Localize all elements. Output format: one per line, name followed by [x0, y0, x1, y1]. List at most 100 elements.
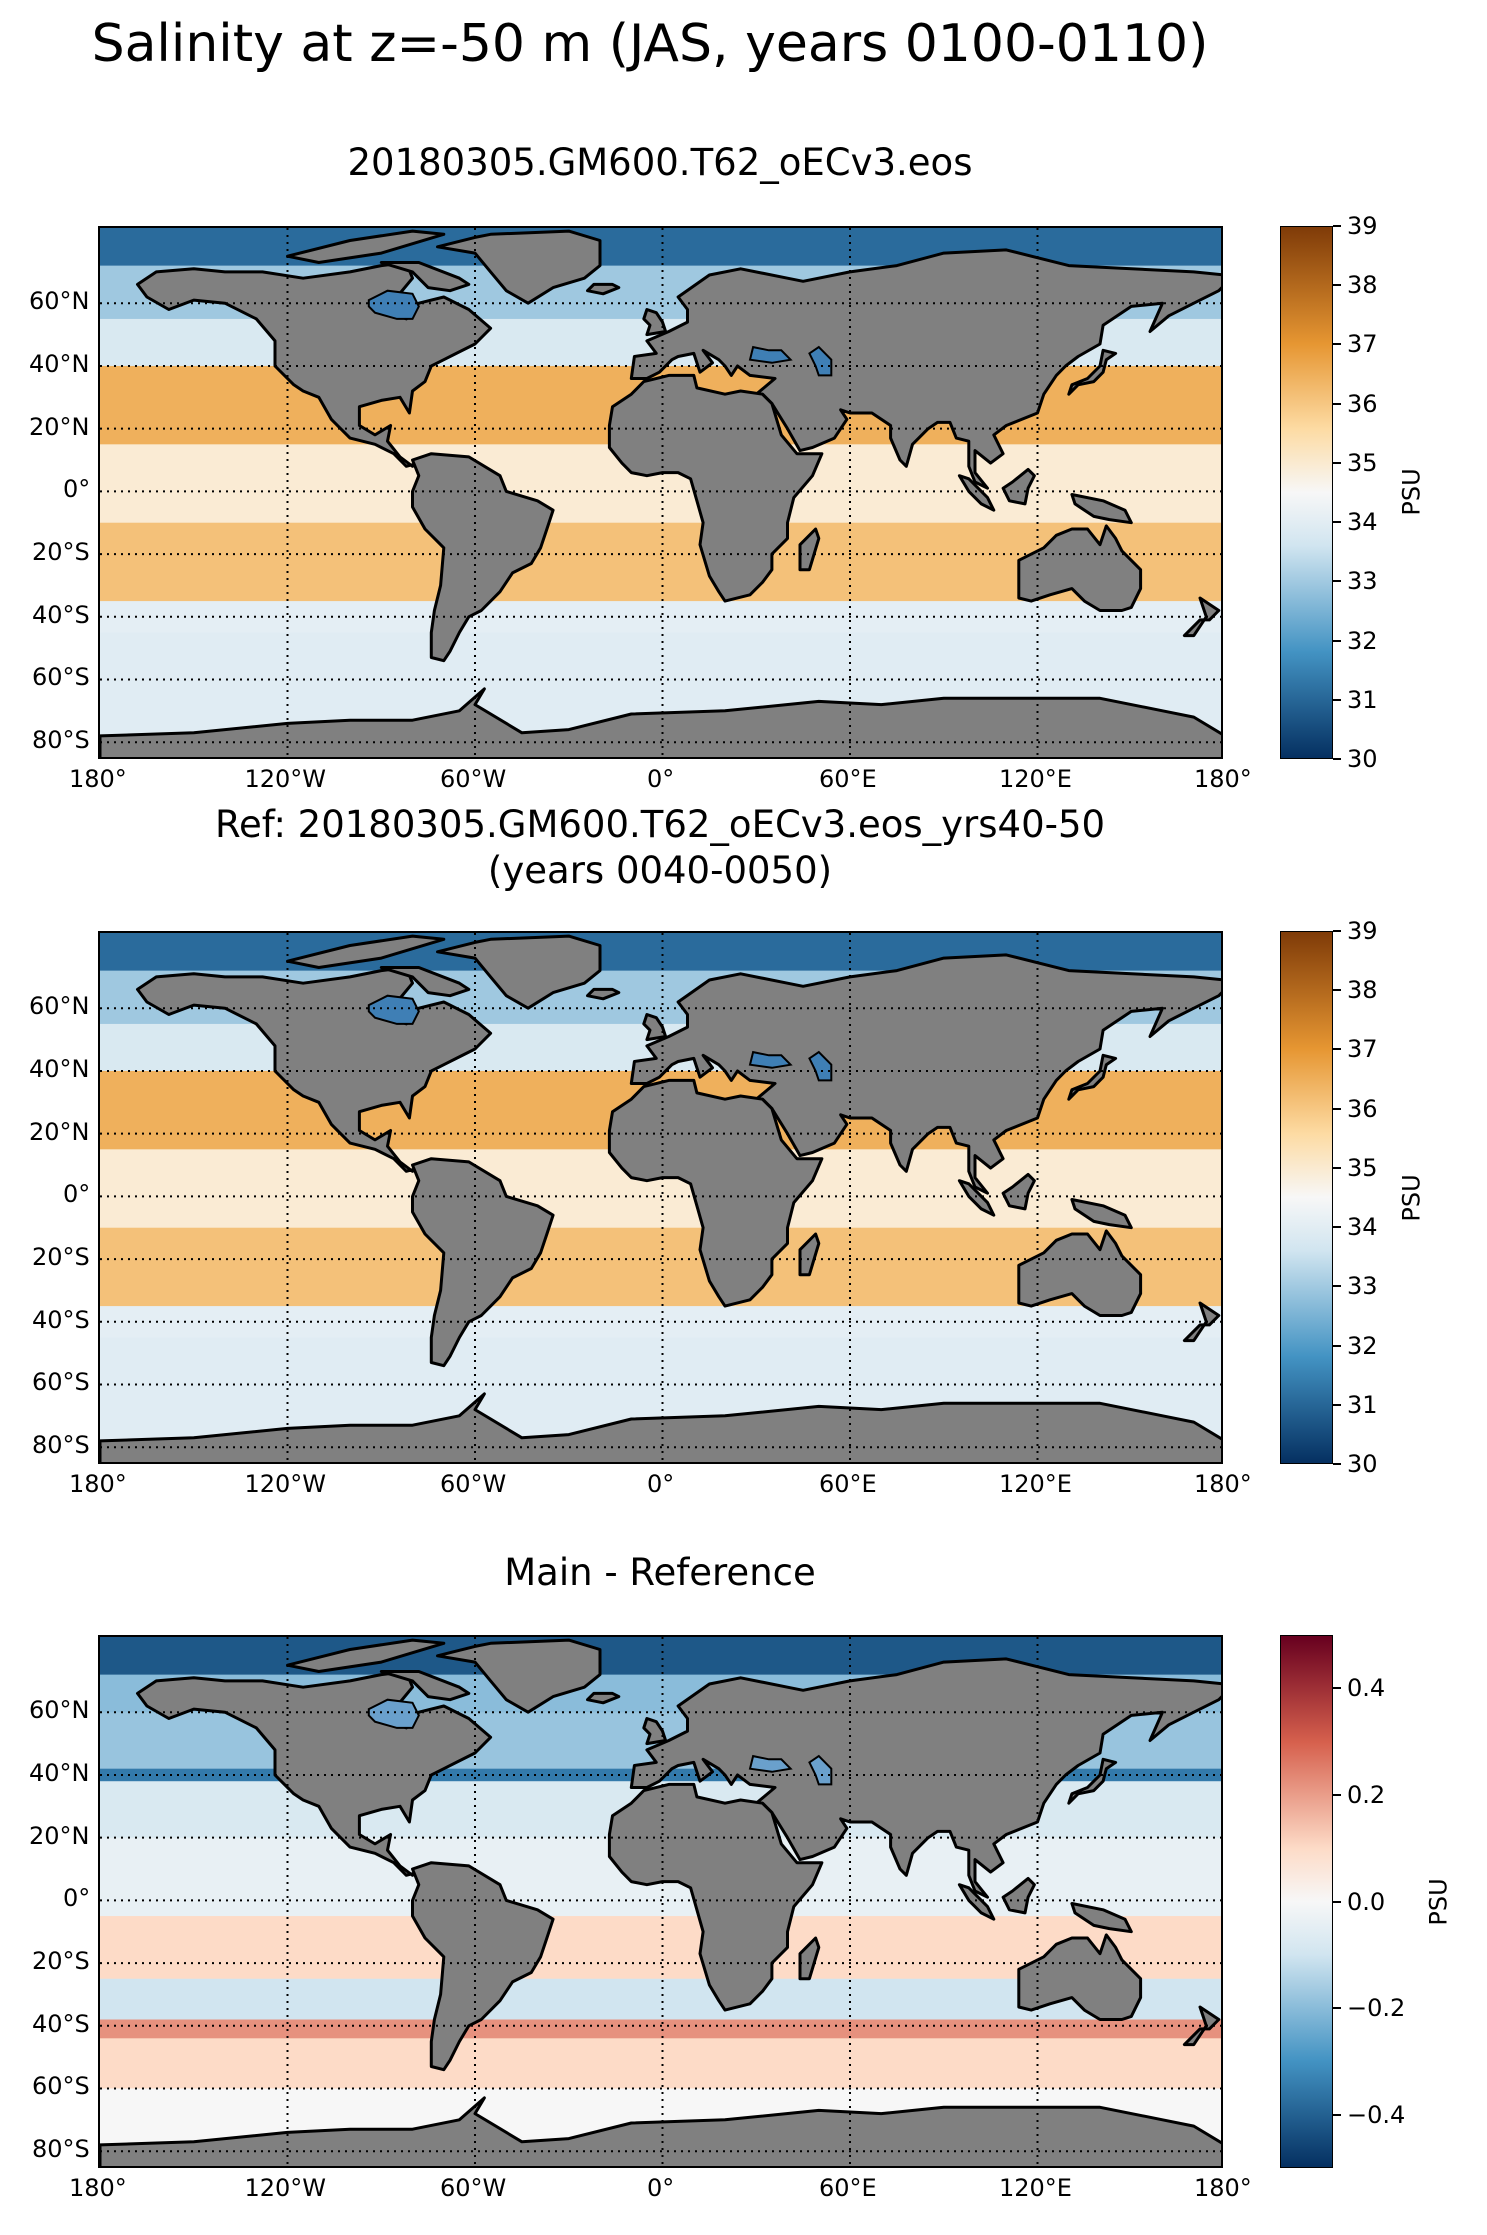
lat-tick-label: 40°S — [32, 600, 90, 629]
land-borneo — [1001, 467, 1036, 506]
colorbar-tick — [1333, 698, 1341, 701]
colorbar-tick — [1333, 2113, 1341, 2116]
land-antarctica — [100, 687, 1221, 757]
land-japan — [1067, 1757, 1118, 1805]
panel-2-map — [98, 931, 1223, 1464]
lat-tick-label: 60°S — [32, 2072, 90, 2101]
colorbar-tick-label: 0.2 — [1347, 1780, 1386, 1809]
lon-tick-label: 60°W — [440, 1470, 507, 1498]
colorbar-tick-label: 38 — [1347, 271, 1378, 300]
land-madagascar — [798, 1232, 821, 1277]
lat-tick-label: 80°S — [32, 726, 90, 755]
water-black-sea — [748, 345, 793, 364]
colorbar-tick — [1333, 1226, 1341, 1229]
colorbar-tick — [1333, 1285, 1341, 1288]
land-iceland — [586, 282, 621, 296]
panel-3-colorbar — [1280, 1635, 1333, 2168]
lat-tick-label: 80°S — [32, 2135, 90, 2164]
water-hudson-bay — [367, 994, 420, 1025]
colorbar-tick-label: 39 — [1347, 917, 1378, 945]
land-eurasia — [629, 1657, 1221, 1899]
land-antarctica — [100, 1392, 1221, 1462]
lon-tick-label: 60°E — [819, 1470, 877, 1498]
figure-title: Salinity at z=-50 m (JAS, years 0100-011… — [91, 14, 1209, 74]
colorbar-tick-label: 30 — [1347, 1450, 1378, 1478]
colorbar-tick — [1333, 225, 1341, 227]
panel-1-title: 20180305.GM600.T62_oECv3.eos — [347, 141, 973, 184]
land-borneo — [1001, 1172, 1036, 1211]
colorbar-tick — [1333, 1793, 1341, 1796]
colorbar-tick-label: 31 — [1347, 1390, 1378, 1419]
lon-tick-label: 180° — [69, 1470, 127, 1498]
colorbar-tick — [1333, 2007, 1341, 2010]
land-baffin — [379, 261, 471, 293]
colorbar-tick-label: 37 — [1347, 330, 1378, 359]
colorbar-tick — [1333, 758, 1341, 760]
land-south-america — [411, 1157, 555, 1368]
lat-tick-label: 40°N — [29, 1758, 90, 1787]
lon-tick-label: 0° — [647, 1470, 675, 1498]
lat-tick-label: 0° — [63, 1180, 91, 1209]
lon-tick-label: 120°W — [244, 765, 327, 793]
land-new-guinea — [1070, 493, 1133, 525]
land-australia — [1017, 1933, 1143, 2021]
lat-tick-label: 0° — [63, 475, 91, 504]
land-arctic-islands — [286, 1638, 446, 1673]
lat-tick-label: 60°N — [29, 287, 90, 316]
lon-tick-label: 120°W — [244, 1470, 327, 1498]
colorbar-tick-label: 37 — [1347, 1035, 1378, 1064]
colorbar-tick — [1333, 1166, 1341, 1169]
lat-tick-label: 20°S — [32, 538, 90, 567]
land-south-america — [411, 452, 555, 663]
lat-tick-label: 80°S — [32, 1431, 90, 1460]
colorbar-tick-label: 31 — [1347, 685, 1378, 714]
lon-tick-label: 180° — [1194, 1470, 1252, 1498]
colorbar-tick — [1333, 1463, 1341, 1465]
lon-tick-label: 60°E — [819, 765, 877, 793]
land-new-guinea — [1070, 1902, 1133, 1934]
land-antarctica — [100, 2096, 1221, 2166]
lon-tick-label: 60°W — [440, 765, 507, 793]
lat-tick-label: 40°N — [29, 349, 90, 378]
land-japan — [1067, 348, 1118, 396]
panel-2-title: Ref: 20180305.GM600.T62_oECv3.eos_yrs40-… — [214, 803, 1106, 846]
colorbar-tick — [1333, 1107, 1341, 1110]
colorbar-tick-label: 39 — [1347, 212, 1378, 240]
colorbar-tick-label: 32 — [1347, 626, 1378, 655]
land-australia — [1017, 1229, 1143, 1317]
land-south-america — [411, 1861, 555, 2072]
lat-tick-label: 20°N — [29, 1117, 90, 1146]
land-arctic-islands — [286, 229, 446, 264]
panel-3-map — [98, 1635, 1223, 2168]
land-new-zealand — [1182, 1301, 1221, 1343]
colorbar-tick-label: 36 — [1347, 389, 1378, 418]
colorbar-tick — [1333, 1048, 1341, 1051]
colorbar-tick — [1333, 930, 1341, 932]
lat-tick-label: 60°S — [32, 663, 90, 692]
colorbar-tick — [1333, 521, 1341, 524]
lon-tick-label: 0° — [647, 765, 675, 793]
land-iceland — [586, 1691, 621, 1705]
lon-tick-label: 180° — [1194, 2174, 1252, 2202]
lat-tick-label: 20°N — [29, 412, 90, 441]
map-svg — [100, 228, 1221, 757]
land-baffin — [379, 1670, 471, 1702]
lon-tick-label: 60°E — [819, 2174, 877, 2202]
colorbar-tick — [1333, 402, 1341, 405]
colorbar-tick-label: −0.4 — [1347, 2100, 1406, 2129]
land-madagascar — [798, 527, 821, 572]
land-arctic-islands — [286, 934, 446, 969]
colorbar-tick — [1333, 1403, 1341, 1406]
lat-tick-label: 60°S — [32, 1368, 90, 1397]
land-iceland — [586, 987, 621, 1001]
water-hudson-bay — [367, 289, 420, 320]
colorbar-tick-label: 35 — [1347, 1153, 1378, 1182]
colorbar-tick-label: 33 — [1347, 1272, 1378, 1301]
land-new-zealand — [1182, 2005, 1221, 2047]
land-baffin — [379, 966, 471, 998]
lat-tick-label: 40°N — [29, 1054, 90, 1083]
colorbar-tick-label: 36 — [1347, 1094, 1378, 1123]
map-svg — [100, 1637, 1221, 2166]
water-black-sea — [748, 1754, 793, 1773]
panel-2-subtitle: (years 0040-0050) — [487, 849, 833, 892]
